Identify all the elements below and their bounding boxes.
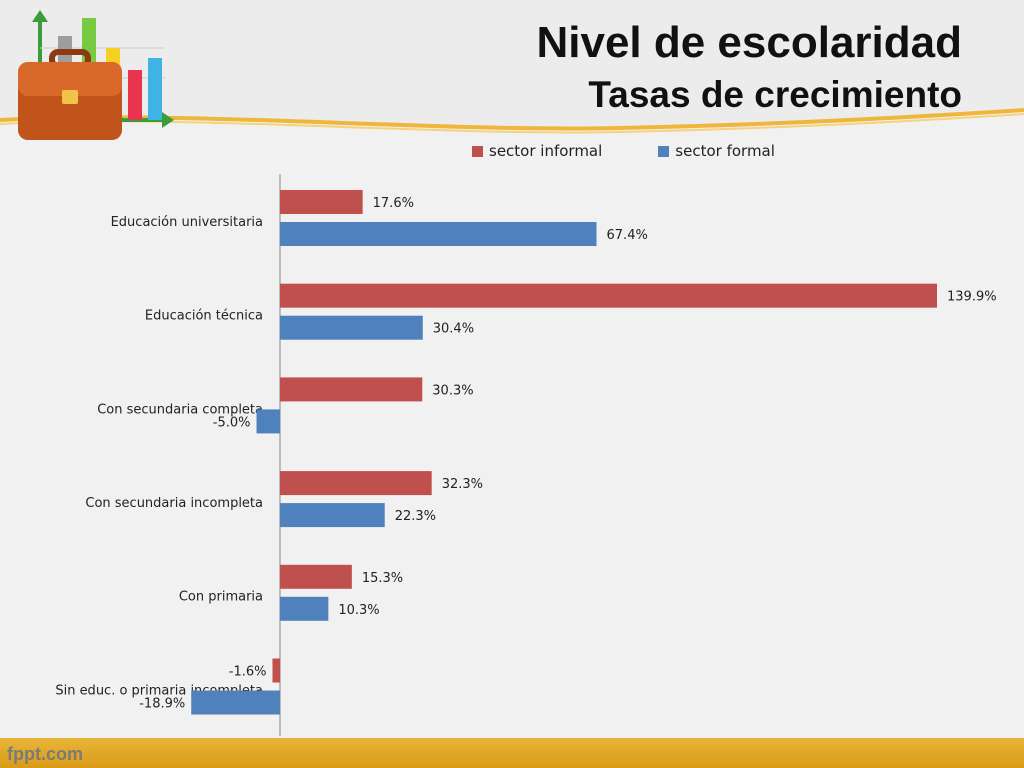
bar-formal xyxy=(256,409,280,434)
category-label: Educación universitaria xyxy=(111,215,263,230)
bar-informal xyxy=(280,471,432,496)
bar-informal xyxy=(280,377,423,402)
data-label: 17.6% xyxy=(373,196,414,211)
data-label: 15.3% xyxy=(362,571,403,586)
footer-bar xyxy=(0,738,1024,768)
bar-informal xyxy=(280,283,937,308)
page-subtitle: Tasas de crecimiento xyxy=(588,74,962,115)
data-label: 67.4% xyxy=(607,228,648,243)
bar-formal xyxy=(280,222,597,246)
data-label: 139.9% xyxy=(947,290,997,305)
bar-informal xyxy=(280,564,352,589)
bar-informal xyxy=(272,658,280,683)
bar-formal xyxy=(280,596,329,621)
data-label: -18.9% xyxy=(139,697,185,712)
data-label: -5.0% xyxy=(213,415,251,430)
legend-label-formal: sector formal xyxy=(675,142,775,160)
data-label: 30.4% xyxy=(433,322,474,337)
category-label: Con primaria xyxy=(179,590,263,605)
legend-item-informal: sector informal xyxy=(472,142,602,160)
legend-swatch-informal xyxy=(472,145,483,157)
data-label: 10.3% xyxy=(338,603,379,618)
bar-formal xyxy=(280,503,385,528)
data-label: 30.3% xyxy=(432,383,473,398)
briefcase-chart-logo xyxy=(18,10,174,140)
page-title: Nivel de escolaridad xyxy=(536,18,962,67)
legend-label-informal: sector informal xyxy=(489,142,603,160)
legend-swatch-formal xyxy=(658,145,670,157)
bar-chart: Educación universitaria 17.6% 67.4% Educaci… xyxy=(55,174,997,737)
data-label: -1.6% xyxy=(229,665,267,680)
category-label: Con secundaria incompleta xyxy=(85,496,263,511)
header-swoosh xyxy=(0,108,1024,140)
legend-item-formal: sector formal xyxy=(658,142,775,160)
footer-brand: fppt.com xyxy=(7,744,83,764)
data-label: 32.3% xyxy=(442,477,483,492)
category-label: Educación técnica xyxy=(145,309,263,324)
bar-informal xyxy=(280,190,363,214)
chart-legend: sector informal sector formal xyxy=(472,140,775,162)
bar-formal xyxy=(191,690,280,715)
category-label: Con secundaria completa xyxy=(97,402,263,417)
bar-formal xyxy=(280,315,423,340)
data-label: 22.3% xyxy=(395,509,436,524)
